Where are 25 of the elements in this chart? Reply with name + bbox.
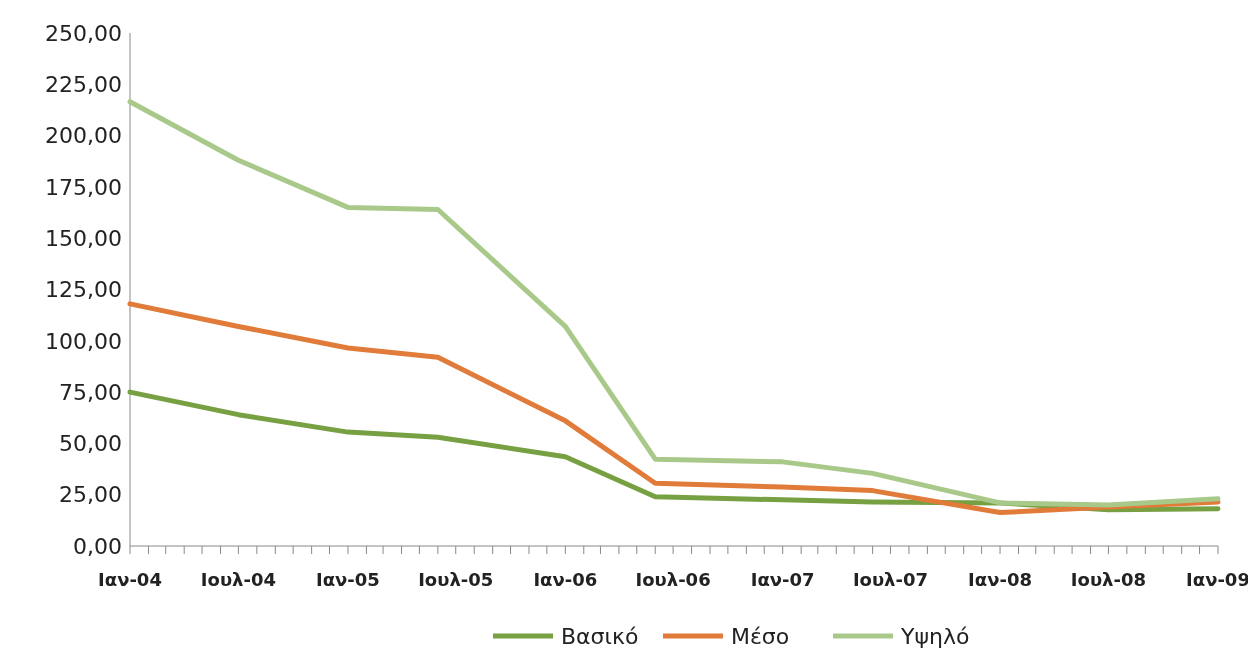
x-tick-label: Ιαν-09 [1186,569,1250,590]
x-tick-label: Ιαν-06 [533,569,598,590]
y-tick-label: 125,00 [45,277,122,303]
legend-label: Μέσο [731,623,790,649]
x-tick-label: Ιαν-08 [968,569,1032,590]
x-tick-label: Ιουλ-06 [635,569,711,590]
x-tick-label: Ιαν-07 [750,569,815,590]
x-tick-label: Ιαν-05 [316,569,380,590]
y-tick-label: 150,00 [45,225,122,251]
y-tick-label: 50,00 [59,431,122,457]
x-tick-label: Ιουλ-07 [852,569,929,590]
y-tick-label: 250,00 [45,20,122,46]
x-tick-label: Ιουλ-08 [1070,569,1146,590]
y-tick-label: 200,00 [45,123,122,149]
x-tick-label: Ιουλ-05 [418,569,494,590]
legend-label: Υψηλό [900,623,970,649]
y-tick-label: 175,00 [45,174,122,200]
y-tick-label: 100,00 [45,328,122,354]
y-tick-label: 0,00 [73,533,122,559]
y-tick-label: 25,00 [59,482,122,508]
x-tick-label: Ιαν-04 [98,569,162,590]
y-tick-label: 225,00 [45,72,122,97]
x-tick-label: Ιουλ-04 [200,569,276,590]
legend-label: Βασικό [561,623,639,649]
y-tick-label: 75,00 [59,379,122,405]
